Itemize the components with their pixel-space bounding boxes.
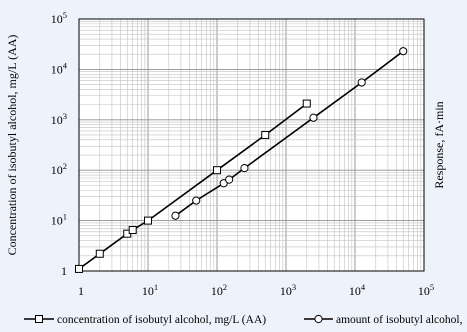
data-point-circle: [399, 47, 408, 56]
data-point-square: [261, 130, 270, 139]
data-point-circle: [219, 179, 228, 188]
y-tick-label: 103: [51, 111, 67, 127]
data-point-circle: [225, 175, 234, 184]
data-point-circle: [309, 113, 318, 122]
y-axis-label: Concentration of isobutyl alcohol, mg/L …: [5, 35, 19, 256]
x-tick-label: 1: [78, 284, 84, 298]
legend: concentration of isobutyl alcohol, mg/L …: [24, 314, 463, 326]
data-point-square: [144, 216, 152, 225]
data-point-circle: [171, 211, 180, 220]
legend-label-amount: amount of isobutyl alcohol,: [336, 314, 463, 326]
x-tick-label: 105: [418, 282, 434, 298]
legend-square-marker: [35, 315, 43, 323]
series-line-1: [175, 50, 404, 217]
data-point-circle: [357, 78, 366, 87]
data-point-square: [95, 249, 104, 258]
x-tick-label: 102: [211, 282, 227, 298]
series: [75, 47, 408, 273]
y-tick-label: 101: [51, 212, 67, 228]
data-point-circle: [192, 196, 201, 205]
data-point-square: [213, 166, 221, 175]
legend-item-concentration: concentration of isobutyl alcohol, mg/L …: [24, 314, 266, 326]
y-tick-label: 105: [51, 10, 67, 26]
data-point-circle: [240, 164, 249, 173]
secondary-y-axis-label: Response, fA·min: [432, 101, 446, 188]
data-point-square: [128, 226, 137, 235]
series-line-0: [78, 102, 308, 270]
data-point-square: [302, 99, 311, 108]
legend-item-amount: amount of isobutyl alcohol,: [304, 314, 463, 326]
data-point-square: [75, 264, 83, 273]
x-tick-label: 103: [280, 282, 296, 298]
grid: [79, 19, 424, 271]
legend-label-concentration: concentration of isobutyl alcohol, mg/L …: [57, 314, 266, 326]
tick-labels: 1 101 102 103 104 105 1 101 102 103 104 105: [51, 10, 434, 298]
x-tick-label: 101: [142, 282, 158, 298]
plot-frame: [78, 18, 425, 272]
x-tick-label: 104: [349, 282, 366, 298]
legend-circle-marker: [314, 314, 323, 324]
y-tick-label: 102: [51, 161, 67, 177]
y-tick-label: 104: [51, 60, 68, 76]
y-tick-label: 1: [61, 264, 67, 278]
